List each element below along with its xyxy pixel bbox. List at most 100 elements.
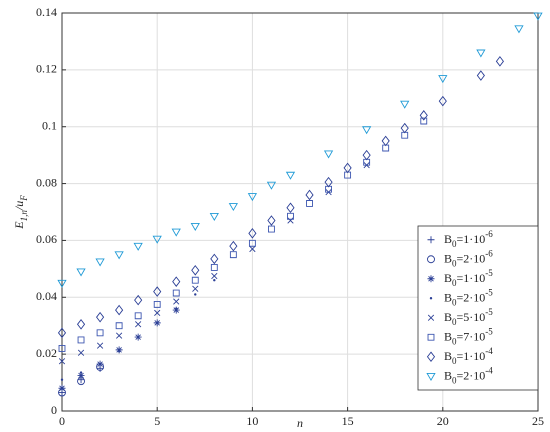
legend-label: B0=2·10-5	[444, 287, 493, 307]
point	[533, 12, 543, 21]
point	[381, 135, 390, 147]
x-axis-label: n	[297, 416, 303, 430]
point	[287, 217, 294, 224]
point	[382, 144, 390, 152]
point	[134, 294, 143, 306]
legend-marker	[427, 236, 435, 244]
point	[210, 253, 219, 265]
point	[213, 279, 216, 282]
point	[172, 306, 180, 314]
y-tick-label: 0.04	[36, 289, 57, 303]
y-tick-label: 0.1	[42, 118, 57, 132]
point	[96, 342, 104, 349]
point	[58, 384, 66, 392]
point	[134, 312, 142, 320]
point	[96, 329, 104, 337]
legend-marker	[429, 297, 433, 300]
point	[95, 258, 105, 267]
point	[190, 222, 200, 231]
point	[57, 279, 67, 288]
legend-box	[417, 225, 539, 391]
legend-marker	[426, 373, 436, 381]
point	[60, 378, 64, 381]
y-axis-label: E1,n/uF	[12, 195, 29, 230]
point	[306, 200, 313, 207]
point	[228, 203, 238, 212]
point	[267, 215, 276, 226]
point	[476, 49, 486, 58]
legend-label: B0=2·10-4	[444, 365, 493, 385]
point	[420, 117, 428, 125]
point	[172, 289, 180, 297]
legend-marker	[427, 333, 435, 341]
legend-marker	[427, 314, 435, 321]
point	[115, 304, 124, 316]
point	[172, 276, 181, 287]
point	[476, 70, 485, 81]
point	[248, 228, 257, 239]
point	[363, 158, 371, 166]
point	[438, 95, 447, 107]
point	[323, 150, 334, 159]
legend-label: B0=1·10-5	[444, 268, 493, 288]
point	[247, 193, 258, 202]
point	[286, 202, 295, 214]
point	[154, 309, 161, 317]
legend-label: B0=7·10-5	[444, 326, 493, 346]
point	[191, 264, 200, 276]
x-tick-label: 20	[437, 414, 449, 428]
point	[77, 336, 85, 344]
point	[401, 131, 409, 139]
legend-marker	[427, 255, 435, 264]
point	[136, 335, 140, 339]
point	[173, 298, 180, 305]
point	[114, 251, 124, 260]
legend-marker	[426, 351, 436, 363]
point	[115, 346, 123, 354]
point	[210, 264, 218, 271]
point	[171, 228, 181, 237]
y-tick-label: 0.02	[36, 346, 57, 360]
point	[76, 319, 86, 330]
point	[152, 235, 162, 244]
y-tick-label: 0.08	[36, 175, 57, 189]
point	[77, 371, 85, 379]
y-tick-label: 0.12	[36, 62, 57, 76]
point	[268, 225, 275, 233]
point	[175, 307, 178, 310]
point	[343, 162, 352, 174]
legend-marker	[427, 275, 435, 283]
point	[156, 321, 159, 325]
plot-frame	[61, 12, 539, 412]
point	[98, 362, 102, 366]
point	[153, 286, 162, 297]
point	[514, 25, 524, 34]
x-tick-label: 5	[154, 414, 160, 428]
point	[133, 242, 143, 251]
x-tick-label: 10	[246, 414, 258, 428]
point	[400, 122, 409, 134]
point	[194, 293, 197, 296]
point	[191, 276, 199, 284]
legend-label: B0=1·10-6	[444, 229, 493, 249]
point	[266, 181, 277, 190]
point	[57, 327, 67, 339]
point	[248, 239, 256, 247]
point	[325, 185, 332, 193]
point	[362, 126, 372, 135]
legend-label: B0=5·10-5	[444, 307, 493, 327]
point	[153, 300, 161, 308]
point	[116, 332, 123, 339]
point	[362, 149, 371, 161]
x-tick-label: 25	[532, 414, 544, 428]
point	[76, 268, 86, 277]
point	[135, 321, 142, 328]
x-tick-label: 15	[342, 414, 354, 428]
point	[58, 345, 66, 352]
y-tick-label: 0.06	[36, 232, 57, 246]
x-tick-label: 0	[59, 414, 65, 428]
point	[77, 349, 85, 356]
point	[495, 56, 504, 67]
point	[285, 171, 296, 180]
